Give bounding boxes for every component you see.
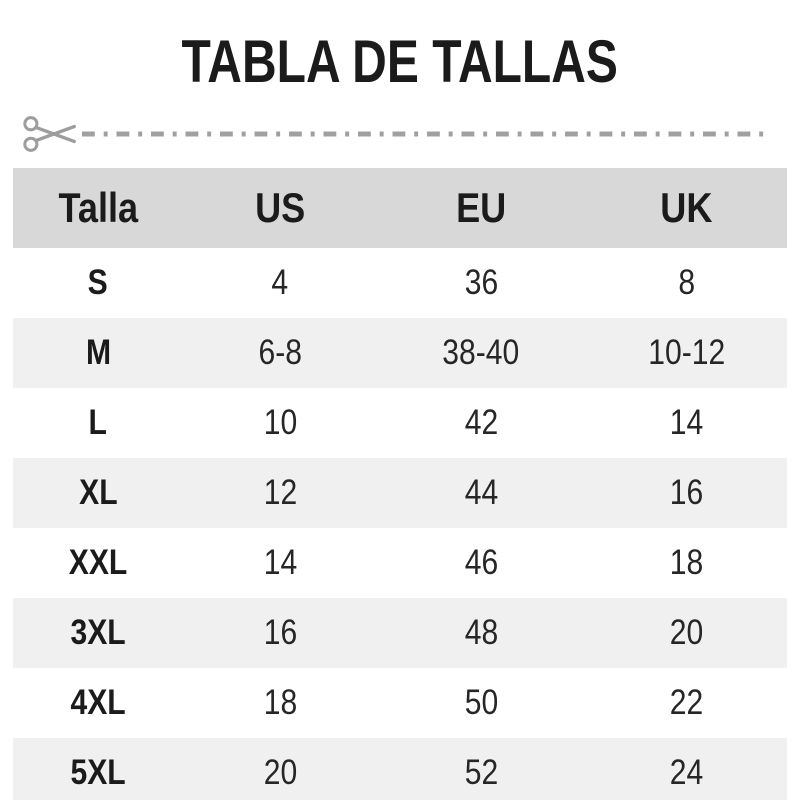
uk-value-cell: 16 [669, 473, 704, 512]
size-chart-page: TABLA DE TALLAS Talla US EU UK S 4 36 8 [0, 26, 800, 800]
table-row: XXL 14 46 18 [13, 528, 787, 598]
table-row: L 10 42 14 [13, 388, 787, 458]
eu-value-cell: 48 [464, 613, 498, 652]
table-header-row: Talla US EU UK [13, 168, 787, 248]
size-label-cell: XL [78, 473, 118, 512]
size-table: Talla US EU UK S 4 36 8 M 6-8 38-40 10-1… [13, 168, 787, 800]
size-label-cell: XXL [68, 543, 128, 582]
scissors-icon [23, 116, 76, 152]
us-value-cell: 6-8 [258, 333, 302, 372]
eu-value-cell: 50 [464, 683, 498, 722]
uk-value-cell: 24 [669, 753, 704, 792]
us-value-cell: 14 [263, 543, 297, 582]
column-header-uk: UK [660, 184, 713, 231]
cut-line [22, 112, 772, 156]
size-label-cell: 5XL [70, 753, 126, 792]
us-value-cell: 10 [263, 403, 297, 442]
uk-value-cell: 18 [669, 543, 704, 582]
size-label-cell: 3XL [70, 613, 126, 652]
dash-dot-line [82, 131, 772, 137]
eu-value-cell: 38-40 [442, 333, 520, 372]
table-row: S 4 36 8 [13, 248, 787, 318]
uk-value-cell: 10-12 [647, 333, 725, 372]
us-value-cell: 20 [263, 753, 297, 792]
us-value-cell: 12 [263, 473, 297, 512]
uk-value-cell: 20 [669, 613, 704, 652]
column-header-talla: Talla [58, 184, 138, 231]
table-row: XL 12 44 16 [13, 458, 787, 528]
us-value-cell: 4 [271, 263, 289, 302]
uk-value-cell: 22 [669, 683, 704, 722]
column-header-eu: EU [456, 184, 507, 231]
size-label-cell: M [85, 333, 111, 372]
eu-value-cell: 42 [464, 403, 498, 442]
us-value-cell: 18 [263, 683, 297, 722]
size-label-cell: L [88, 403, 108, 442]
table-row: 5XL 20 52 24 [13, 738, 787, 800]
table-row: 4XL 18 50 22 [13, 668, 787, 738]
uk-value-cell: 8 [677, 263, 695, 302]
column-header-us: US [254, 184, 306, 231]
eu-value-cell: 52 [464, 753, 498, 792]
table-row: 3XL 16 48 20 [13, 598, 787, 668]
size-label-cell: 4XL [70, 683, 126, 722]
eu-value-cell: 46 [464, 543, 498, 582]
eu-value-cell: 36 [464, 263, 498, 302]
table-row: M 6-8 38-40 10-12 [13, 318, 787, 388]
size-label-cell: S [88, 263, 109, 302]
us-value-cell: 16 [263, 613, 297, 652]
uk-value-cell: 14 [669, 403, 704, 442]
size-table-body: S 4 36 8 M 6-8 38-40 10-12 L 10 42 14 XL… [13, 248, 787, 800]
page-title: TABLA DE TALLAS [181, 28, 619, 95]
eu-value-cell: 44 [464, 473, 498, 512]
